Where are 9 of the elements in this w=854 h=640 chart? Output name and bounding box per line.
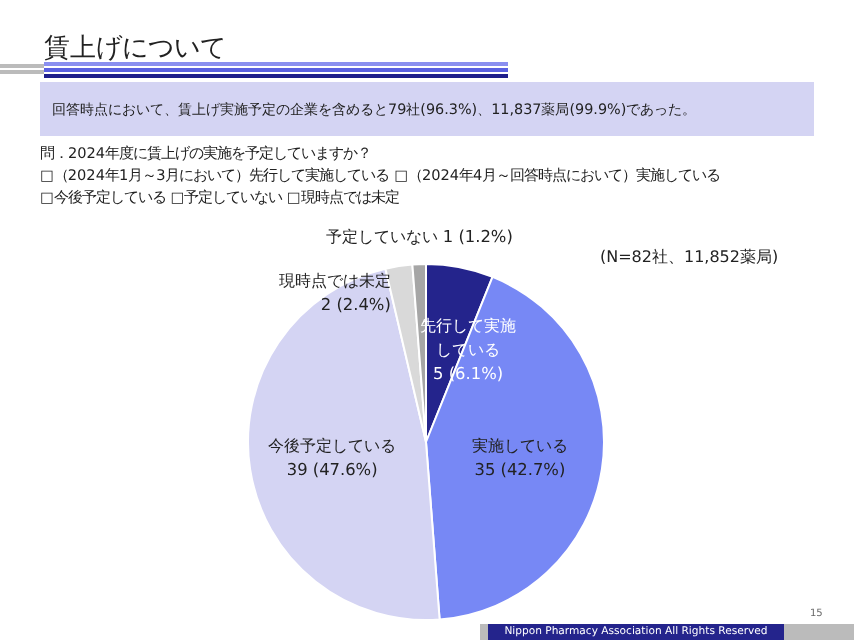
chart-title: 賃上げについて <box>44 32 226 66</box>
slice-label: 現時点では未定 <box>278 270 391 291</box>
data-label: 2 (2.4%) <box>320 294 391 315</box>
slice-label: 実施している <box>471 434 568 455</box>
data-label: 39 (47.6%) <box>286 458 378 479</box>
text: (N=82社、11,852薬局) <box>600 246 779 268</box>
slice-label: 今後予定している <box>268 434 397 455</box>
data-label: 35 (42.7%) <box>474 458 566 479</box>
slice-label: 予定していない 1 (1.2%) <box>325 226 513 247</box>
